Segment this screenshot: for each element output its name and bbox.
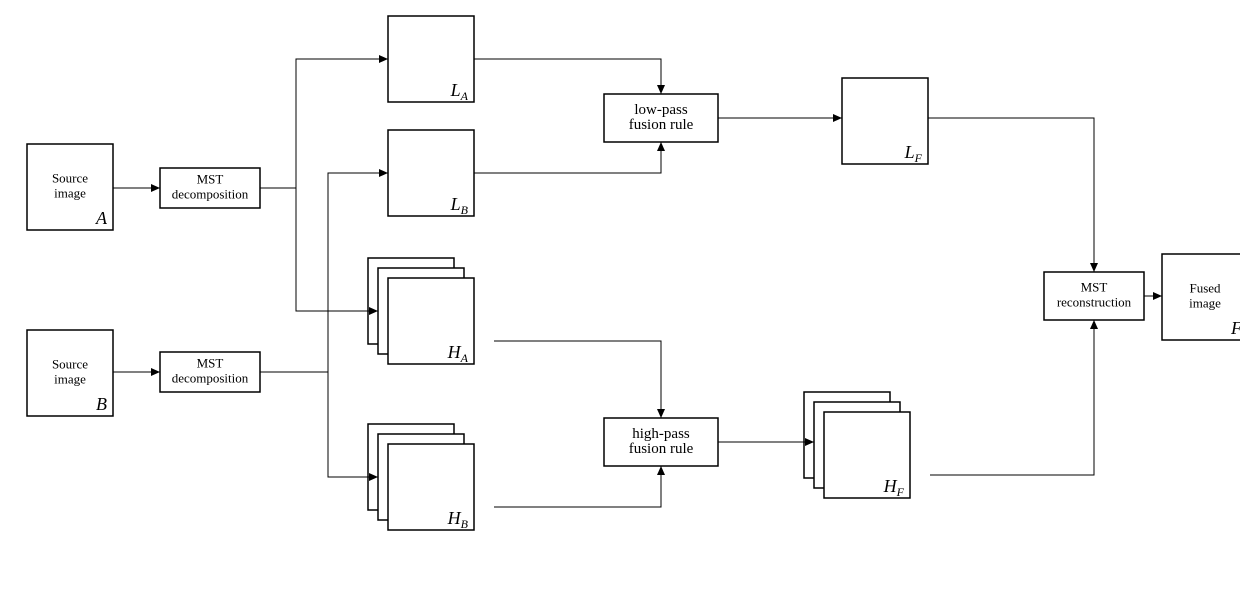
- edge-mstA-LA: [260, 59, 388, 188]
- arrowhead: [1153, 292, 1162, 300]
- node-srcA: Sourceimage A: [27, 144, 113, 230]
- edge-LF-mstR: [928, 118, 1094, 272]
- arrowhead: [379, 55, 388, 63]
- node-highRule-label: fusion rule: [629, 441, 694, 457]
- edge-LB-lowRule: [474, 142, 661, 173]
- node-mstR-label: reconstruction: [1057, 294, 1132, 309]
- node-fused-label: Fused: [1189, 280, 1221, 295]
- node-srcB-symbol: B: [96, 394, 107, 414]
- node-mstB-label: MST: [197, 355, 224, 370]
- node-LF: LF: [842, 78, 928, 165]
- arrowhead: [657, 85, 665, 94]
- node-fused-symbol: F: [1230, 318, 1240, 338]
- edge-mstA-HA: [260, 188, 378, 311]
- node-mstR: MSTreconstruction: [1044, 272, 1144, 320]
- node-lowRule: low-passfusion rule: [604, 94, 718, 142]
- node-fused: Fusedimage F: [1162, 254, 1240, 340]
- arrowhead: [657, 142, 665, 151]
- arrowhead: [379, 169, 388, 177]
- node-LB: LB: [388, 130, 474, 217]
- node-HA: HA: [368, 258, 474, 365]
- arrowhead: [657, 466, 665, 475]
- arrowhead: [151, 368, 160, 376]
- arrowhead: [833, 114, 842, 122]
- arrowhead: [657, 409, 665, 418]
- node-mstR-label: MST: [1081, 279, 1108, 294]
- node-srcA-label: image: [54, 185, 86, 200]
- node-HB: HB: [368, 424, 474, 531]
- edge-HA-highRule: [494, 341, 661, 418]
- node-mstA-label: MST: [197, 171, 224, 186]
- node-mstA: MSTdecomposition: [160, 168, 260, 208]
- node-mstA-label: decomposition: [172, 186, 249, 201]
- node-highRule-label: high-pass: [632, 426, 690, 442]
- node-srcB-label: Source: [52, 356, 88, 371]
- node-srcB-label: image: [54, 371, 86, 386]
- node-highRule: high-passfusion rule: [604, 418, 718, 466]
- node-srcB: Sourceimage B: [27, 330, 113, 416]
- node-lowRule-label: fusion rule: [629, 117, 694, 133]
- node-lowRule-label: low-pass: [634, 102, 687, 118]
- arrowhead: [1090, 263, 1098, 272]
- arrowhead: [1090, 320, 1098, 329]
- arrowhead: [151, 184, 160, 192]
- node-LA: LA: [388, 16, 474, 103]
- edge-HF-mstR: [930, 320, 1094, 475]
- edge-mstB-HB: [260, 372, 378, 477]
- node-HF: HF: [804, 392, 910, 499]
- edge-HB-highRule: [494, 466, 661, 507]
- node-fused-label: image: [1189, 295, 1221, 310]
- node-mstB: MSTdecomposition: [160, 352, 260, 392]
- node-srcA-label: Source: [52, 170, 88, 185]
- node-mstB-label: decomposition: [172, 370, 249, 385]
- edge-LA-lowRule: [474, 59, 661, 94]
- node-srcA-symbol: A: [95, 208, 108, 228]
